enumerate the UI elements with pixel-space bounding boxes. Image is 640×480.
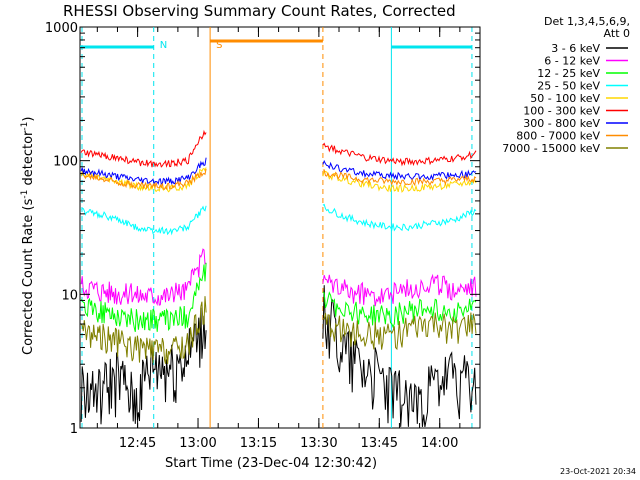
legend-label-3: 25 - 50 keV [537, 80, 600, 93]
series-3-6-kev-before [80, 307, 207, 425]
legend-label-7: 800 - 7000 keV [516, 130, 600, 143]
footer-date: 23-Oct-2021 20:34 [560, 467, 636, 476]
legend-header-line2: Att 0 [604, 27, 630, 40]
legend-label-1: 6 - 12 keV [544, 55, 600, 68]
x-tick-label-2: 13:15 [240, 436, 277, 451]
x-tick-label-3: 13:30 [300, 436, 337, 451]
series-7000-15000-kev-after [322, 312, 477, 351]
y-axis-label-main: Corrected Count Rate (s [21, 198, 36, 355]
series-100-300-kev-after [322, 142, 477, 167]
y-tick-label-10: 10 [61, 288, 78, 303]
series-800-7000-kev-before [81, 168, 207, 191]
chart-title: RHESSI Observing Summary Count Rates, Co… [63, 2, 456, 20]
y-axis-label: Corrected Count Rate (s-1 detector-1) [20, 117, 36, 355]
x-tick-label-1: 13:00 [179, 436, 216, 451]
legend-label-6: 300 - 800 keV [523, 117, 600, 130]
y-axis-label-sup: -1 [20, 190, 30, 199]
series-100-300-kev-before [80, 129, 207, 168]
series-6-12-kev-after [322, 273, 477, 307]
series-6-12-kev-before [80, 248, 207, 307]
y-tick-label-1000: 1000 [45, 21, 78, 36]
y-tick-label-100: 100 [53, 155, 78, 170]
series-7000-15000-kev-before [80, 296, 207, 364]
series-300-800-kev-after [322, 159, 477, 182]
y-axis-label-close: ) [21, 117, 36, 122]
series-50-100-kev-before [80, 167, 207, 193]
legend-label-4: 50 - 100 keV [530, 92, 600, 105]
y-axis-label-mid: detector [21, 130, 36, 190]
series-layer [80, 129, 477, 427]
legend-label-0: 3 - 6 keV [551, 42, 600, 55]
legend-label-8: 7000 - 15000 keV [502, 142, 600, 155]
marker-label-n: N [160, 40, 167, 51]
series-50-100-kev-after [322, 170, 477, 193]
series-12-25-kev-before [80, 262, 207, 333]
y-tick-label-1: 1 [70, 422, 78, 437]
series-800-7000-kev-after [322, 169, 477, 187]
series-300-800-kev-before [80, 157, 207, 187]
series-25-50-kev-after [322, 203, 477, 232]
marker-label-s: S [216, 40, 222, 51]
x-axis-label: Start Time (23-Dec-04 12:30:42) [165, 456, 377, 471]
y-axis-label-sup2: -1 [20, 122, 30, 131]
plot-frame [79, 26, 481, 429]
legend-label-5: 100 - 300 keV [523, 105, 600, 118]
series-12-25-kev-after [322, 291, 477, 329]
series-25-50-kev-before [80, 205, 207, 236]
x-tick-label-4: 13:45 [361, 436, 398, 451]
axis-layer: 1 10 100 1000 12:45 13:00 13:15 13:30 13:45 14:00 [45, 21, 481, 451]
x-tick-label-0: 12:45 [119, 436, 156, 451]
legend-label-2: 12 - 25 keV [537, 67, 600, 80]
series-3-6-kev-after [322, 285, 477, 427]
x-tick-label-5: 14:00 [421, 436, 458, 451]
legend-header-line1: Det 1,3,4,5,6,9, [544, 15, 630, 28]
